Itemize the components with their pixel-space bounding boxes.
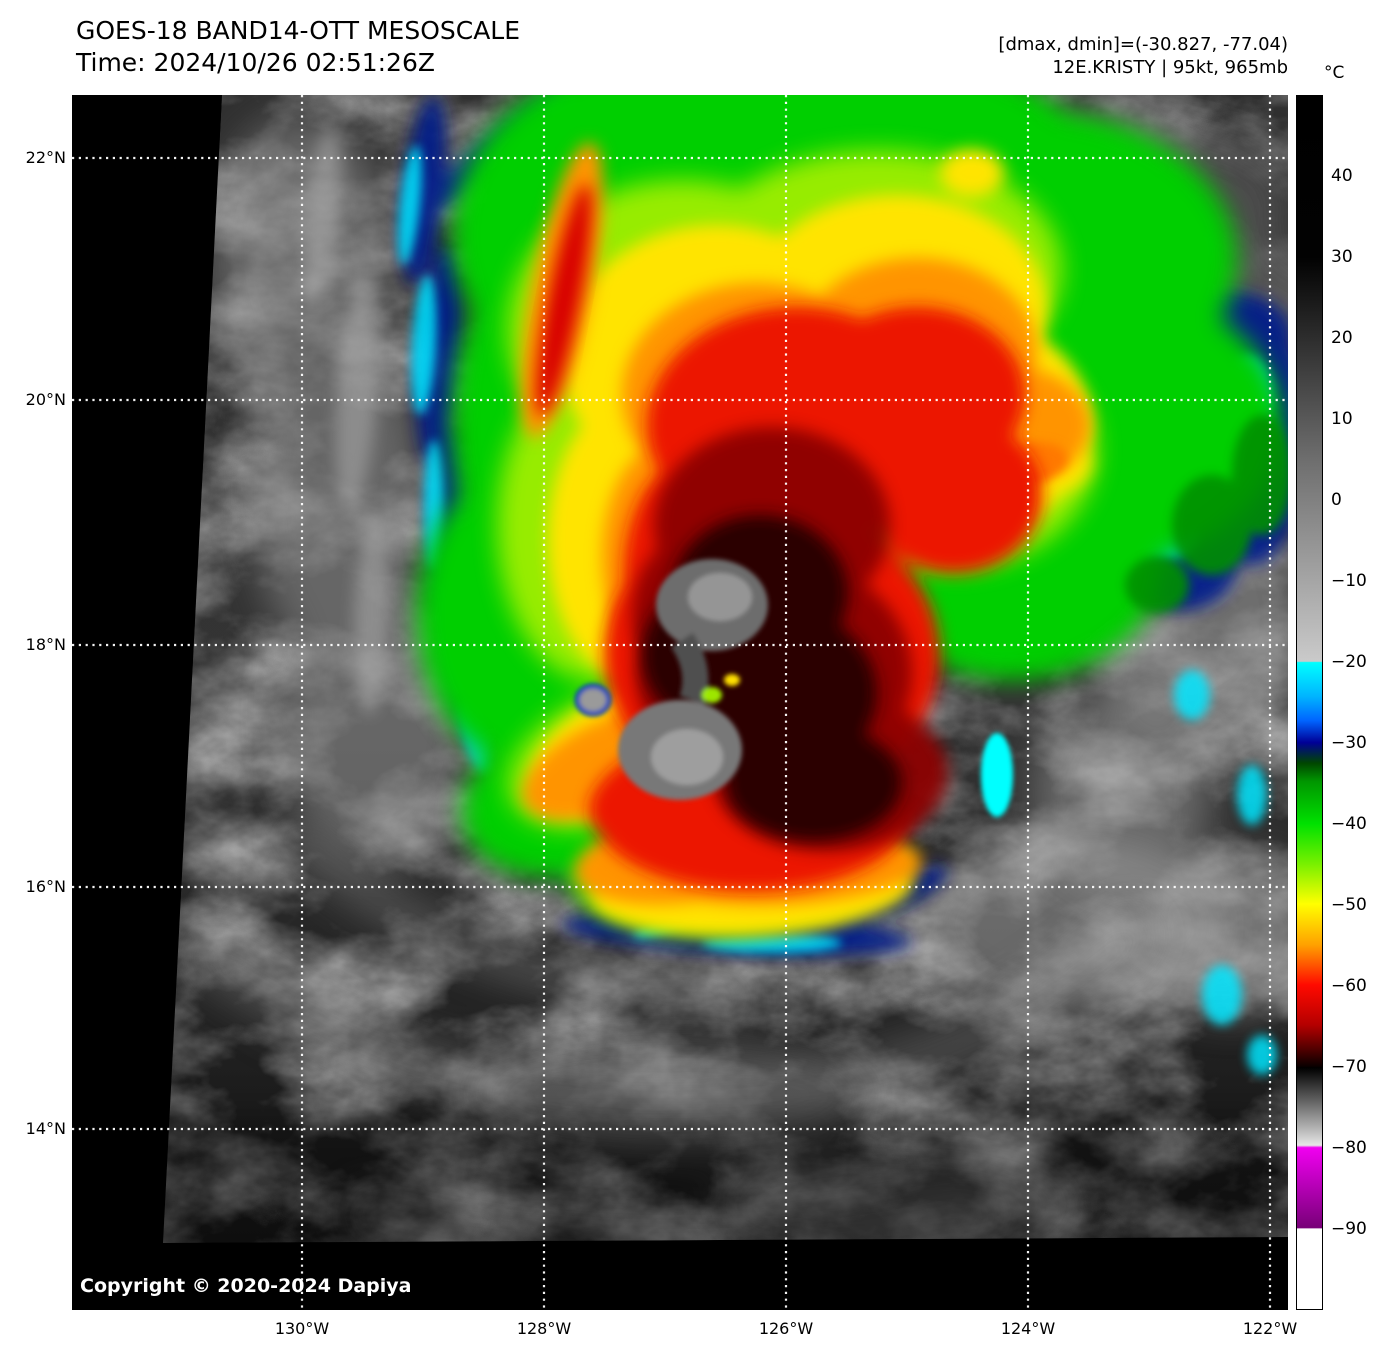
latitude-tick-label: 14°N xyxy=(25,1119,66,1138)
colorbar-tick-label: −90 xyxy=(1331,1219,1367,1239)
storm-eye-region xyxy=(574,559,768,800)
colorbar-tick-label: −50 xyxy=(1331,895,1367,915)
colorbar-tick-label: −40 xyxy=(1331,814,1367,834)
colorbar-tick-label: −70 xyxy=(1331,1057,1367,1077)
latitude-tick-label: 22°N xyxy=(25,148,66,167)
longitude-tick-label: 128°W xyxy=(516,1319,572,1338)
cold-overshoot-streak xyxy=(981,733,1013,817)
colorbar-tick-label: 0 xyxy=(1331,490,1342,510)
colorbar-tick-label: −20 xyxy=(1331,652,1367,672)
header-right: [dmax, dmin]=(-30.827, -77.04) 12E.KRIST… xyxy=(998,33,1288,79)
colorbar-tick-label: 30 xyxy=(1331,247,1353,267)
copyright-watermark: Copyright © 2020-2024 Dapiya xyxy=(80,1275,412,1297)
graticule-overlay xyxy=(72,95,1288,1310)
colorbar-unit-label: °C xyxy=(1324,63,1345,83)
longitude-tick-label: 130°W xyxy=(274,1319,330,1338)
longitude-tick-label: 124°W xyxy=(1000,1319,1056,1338)
dmax-dmin-readout: [dmax, dmin]=(-30.827, -77.04) xyxy=(998,34,1288,55)
satellite-map: Copyright © 2020-2024 Dapiya xyxy=(72,95,1288,1310)
latitude-tick-label: 18°N xyxy=(25,635,66,654)
latitude-tick-label: 20°N xyxy=(25,390,66,409)
colorbar-tick-label: 20 xyxy=(1331,328,1353,348)
latitude-tick-label: 16°N xyxy=(25,877,66,896)
colorbar-tick-label: −60 xyxy=(1331,976,1367,996)
colorbar-tick-label: 40 xyxy=(1331,166,1353,186)
longitude-tick-label: 122°W xyxy=(1242,1319,1298,1338)
storm-intensity-readout: 12E.KRISTY | 95kt, 965mb xyxy=(1052,57,1288,78)
colorbar-tick-label: 10 xyxy=(1331,409,1353,429)
timestamp: Time: 2024/10/26 02:51:26Z xyxy=(76,48,435,77)
temperature-colorbar xyxy=(1296,95,1323,1310)
colorbar-tick-label: −30 xyxy=(1331,733,1367,753)
page-title: GOES-18 BAND14-OTT MESOSCALE xyxy=(76,16,521,45)
satellite-scene xyxy=(72,95,1288,1310)
colorbar-tick-label: −80 xyxy=(1331,1138,1367,1158)
colorbar-tick-label: −10 xyxy=(1331,571,1367,591)
longitude-tick-label: 126°W xyxy=(758,1319,814,1338)
